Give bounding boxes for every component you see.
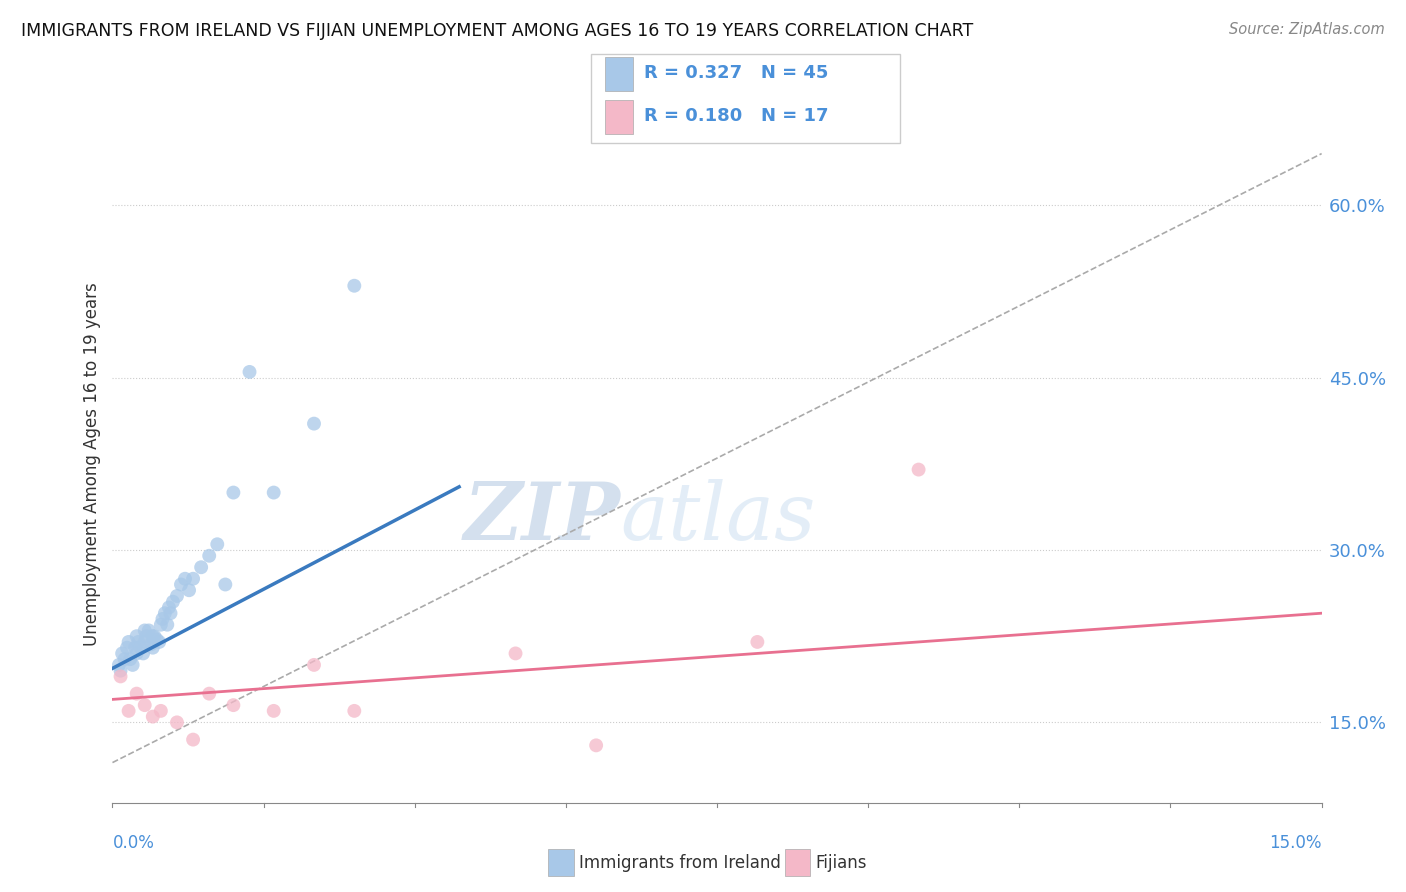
Point	[143, 629, 166, 643]
Point	[170, 577, 193, 591]
Point	[222, 698, 245, 713]
Point	[190, 560, 212, 574]
Text: R = 0.327   N = 45: R = 0.327 N = 45	[644, 64, 828, 82]
Point	[134, 698, 156, 713]
Text: atlas: atlas	[620, 479, 815, 557]
Text: Fijians: Fijians	[815, 854, 868, 871]
Point	[238, 365, 260, 379]
Point	[127, 635, 149, 649]
Point	[907, 462, 929, 476]
Point	[117, 704, 139, 718]
Point	[159, 606, 181, 620]
Text: Source: ZipAtlas.com: Source: ZipAtlas.com	[1229, 22, 1385, 37]
Point	[263, 485, 285, 500]
Text: 15.0%: 15.0%	[1270, 834, 1322, 852]
Point	[207, 537, 229, 551]
Point	[121, 657, 143, 672]
Point	[135, 629, 157, 643]
Point	[134, 635, 156, 649]
Point	[222, 485, 245, 500]
Point	[343, 278, 366, 293]
Text: R = 0.180   N = 17: R = 0.180 N = 17	[644, 107, 828, 125]
Point	[198, 549, 221, 563]
Point	[142, 640, 165, 655]
Point	[166, 589, 188, 603]
Point	[157, 600, 180, 615]
Point	[117, 635, 139, 649]
Point	[153, 606, 176, 620]
Point	[110, 669, 132, 683]
Point	[181, 572, 204, 586]
Point	[110, 664, 132, 678]
Point	[125, 647, 148, 661]
Point	[120, 652, 142, 666]
Point	[152, 612, 174, 626]
Point	[114, 652, 136, 666]
Point	[181, 732, 204, 747]
Point	[214, 577, 236, 591]
Point	[132, 647, 155, 661]
Point	[166, 715, 188, 730]
Point	[125, 629, 148, 643]
Point	[156, 617, 179, 632]
Point	[505, 647, 527, 661]
Point	[142, 709, 165, 723]
Point	[115, 640, 138, 655]
Point	[148, 635, 170, 649]
Point	[149, 617, 172, 632]
Point	[124, 640, 146, 655]
Text: Immigrants from Ireland: Immigrants from Ireland	[579, 854, 782, 871]
Y-axis label: Unemployment Among Ages 16 to 19 years: Unemployment Among Ages 16 to 19 years	[83, 282, 101, 646]
Point	[174, 572, 197, 586]
Point	[129, 640, 152, 655]
Point	[149, 704, 172, 718]
Point	[134, 624, 156, 638]
Point	[302, 417, 325, 431]
Point	[263, 704, 285, 718]
Point	[302, 657, 325, 672]
Point	[146, 632, 169, 647]
Text: ZIP: ZIP	[464, 479, 620, 557]
Point	[585, 739, 607, 753]
Point	[747, 635, 769, 649]
Point	[343, 704, 366, 718]
Point	[141, 637, 163, 651]
Text: 0.0%: 0.0%	[112, 834, 155, 852]
Point	[108, 657, 131, 672]
Point	[125, 687, 148, 701]
Point	[142, 629, 165, 643]
Point	[111, 647, 134, 661]
Point	[177, 583, 200, 598]
Point	[198, 687, 221, 701]
Text: IMMIGRANTS FROM IRELAND VS FIJIAN UNEMPLOYMENT AMONG AGES 16 TO 19 YEARS CORRELA: IMMIGRANTS FROM IRELAND VS FIJIAN UNEMPL…	[21, 22, 973, 40]
Point	[162, 595, 184, 609]
Point	[138, 624, 160, 638]
